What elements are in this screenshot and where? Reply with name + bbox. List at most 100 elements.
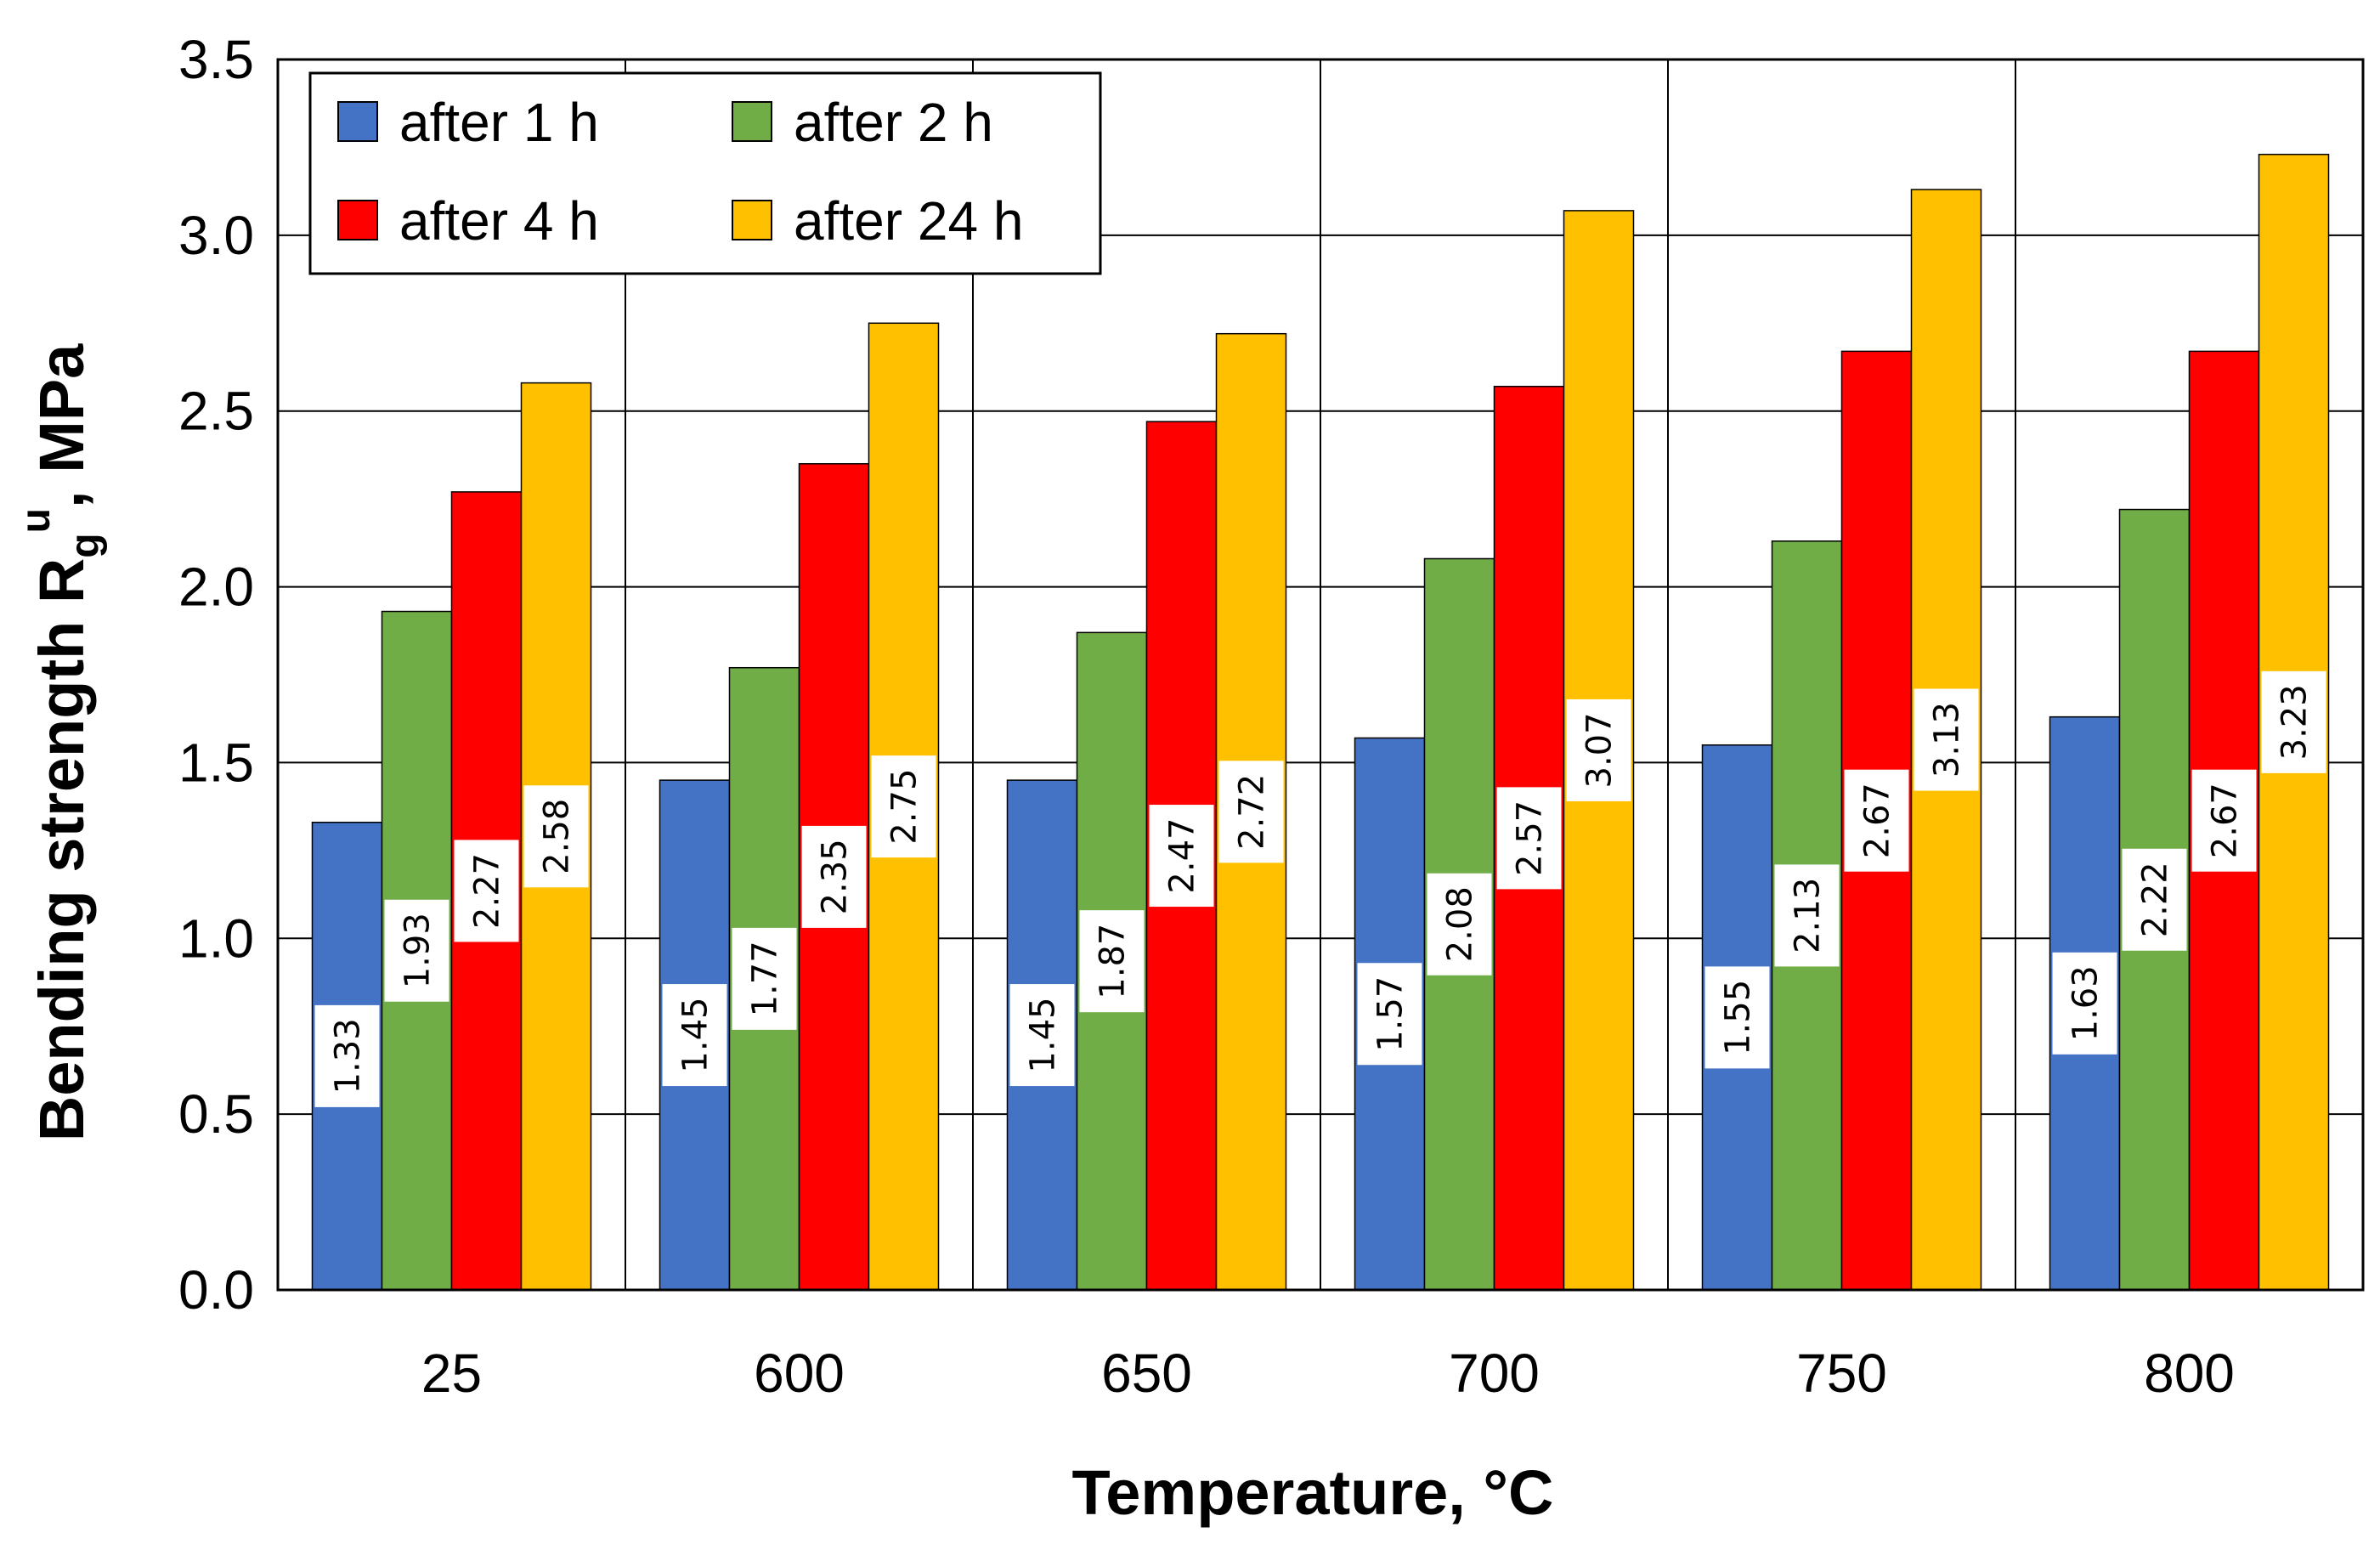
data-label-after-2-h-650: 1.87 (1079, 910, 1145, 1013)
y-axis-title: Bending strength Rgu, MPa (14, 343, 108, 1141)
data-label-after-24-h-800: 3.23 (2261, 670, 2326, 773)
legend-item-after-24h: after 24 h (732, 190, 1023, 252)
legend-item-after-4h: after 4 h (337, 190, 599, 252)
data-label-after-1-h-650: 1.45 (1009, 984, 1075, 1087)
data-label-text: 2.58 (538, 799, 577, 874)
y-tick-label: 1.0 (178, 908, 254, 969)
legend-item-after-2h: after 2 h (732, 92, 993, 153)
data-label-box (1149, 805, 1214, 908)
data-label-after-4-h-25: 2.27 (454, 840, 519, 942)
data-label-after-1-h-700: 1.57 (1357, 963, 1422, 1066)
legend-swatch-after-1h (337, 101, 378, 142)
data-label-after-2-h-750: 2.13 (1774, 864, 1840, 967)
data-label-box (1357, 963, 1422, 1066)
data-label-box (1704, 966, 1770, 1069)
data-label-text: 1.55 (1719, 980, 1758, 1055)
y-tick-label: 0.5 (178, 1083, 254, 1145)
data-label-text: 3.13 (1928, 702, 1967, 778)
data-label-after-4-h-750: 2.67 (1844, 769, 1909, 872)
data-label-text: 2.72 (1233, 774, 1272, 850)
data-label-after-4-h-650: 2.47 (1149, 805, 1214, 908)
y-tick-label: 2.0 (178, 557, 254, 618)
data-label-text: 2.47 (1163, 818, 1202, 894)
x-tick-label-650: 650 (1101, 1343, 1192, 1404)
data-label-box (314, 1004, 380, 1107)
data-label-box (2122, 848, 2187, 951)
data-label-after-2-h-600: 1.77 (732, 927, 797, 1030)
x-tick-label-800: 800 (2144, 1343, 2235, 1404)
y-axis-title-suffix: , MPa (26, 343, 97, 508)
data-label-text: 2.35 (816, 839, 855, 914)
data-label-box (384, 899, 449, 1002)
data-label-after-24-h-25: 2.58 (523, 785, 589, 888)
data-label-after-24-h-700: 3.07 (1566, 698, 1631, 801)
data-label-after-4-h-600: 2.35 (801, 825, 867, 928)
data-labels-layer: 1.33 1.93 2.27 2.58 1.45 1.77 2.35 2.75 1.45 1.87… (314, 670, 2326, 1107)
data-label-box (871, 755, 936, 858)
x-tick-label-600: 600 (754, 1343, 845, 1404)
data-label-text: 1.63 (2066, 965, 2106, 1041)
legend-swatch-after-24h (732, 200, 772, 240)
data-label-box (1914, 688, 1979, 791)
y-tick-label: 2.5 (178, 381, 254, 442)
data-label-box (2191, 769, 2257, 872)
data-label-text: 1.33 (329, 1018, 368, 1094)
data-label-text: 2.13 (1789, 878, 1828, 953)
data-label-after-4-h-800: 2.67 (2191, 769, 2257, 872)
data-label-text: 1.45 (676, 998, 715, 1073)
data-label-box (2261, 670, 2326, 773)
data-label-box (732, 927, 797, 1030)
legend-box (308, 71, 1102, 275)
legend-swatch-after-2h (732, 101, 772, 142)
legend-label-after-24h: after 24 h (794, 190, 1023, 252)
data-label-text: 1.87 (1094, 924, 1133, 999)
data-label-text: 2.67 (1858, 783, 1897, 858)
data-label-box (1079, 910, 1145, 1013)
x-tick-label-750: 750 (1796, 1343, 1887, 1404)
y-tick-label: 3.5 (178, 29, 254, 90)
y-tick-label: 0.0 (178, 1259, 254, 1321)
data-label-text: 1.45 (1024, 998, 1063, 1073)
data-label-box (454, 840, 519, 942)
data-label-after-1-h-600: 1.45 (662, 984, 727, 1087)
x-tick-label-700: 700 (1449, 1343, 1540, 1404)
data-label-box (1496, 787, 1562, 890)
data-label-box (523, 785, 589, 888)
data-label-box (1774, 864, 1840, 967)
data-label-text: 3.23 (2275, 684, 2315, 760)
y-tick-label: 1.5 (178, 732, 254, 793)
data-label-box (2052, 952, 2117, 1055)
data-label-after-24-h-650: 2.72 (1218, 761, 1284, 863)
data-label-after-24-h-750: 3.13 (1914, 688, 1979, 791)
legend-label-after-4h: after 4 h (399, 190, 599, 252)
plot-area-frame (276, 58, 2365, 1292)
data-label-text: 2.67 (2206, 783, 2245, 858)
x-axis-title: Temperature, °C (1072, 1457, 1554, 1528)
legend: after 1 h after 2 h after 4 h after 24 h (308, 71, 1102, 275)
data-label-text: 1.77 (746, 941, 785, 1016)
data-label-text: 1.93 (399, 913, 438, 988)
data-label-after-2-h-800: 2.22 (2122, 848, 2187, 951)
legend-item-after-1h: after 1 h (337, 92, 599, 153)
data-label-after-4-h-700: 2.57 (1496, 787, 1562, 890)
data-label-after-1-h-800: 1.63 (2052, 952, 2117, 1055)
x-tick-label-25: 25 (421, 1343, 482, 1404)
legend-swatch-after-4h (337, 200, 378, 240)
data-label-box (1566, 698, 1631, 801)
data-label-text: 2.08 (1441, 886, 1480, 962)
data-label-text: 1.57 (1371, 976, 1410, 1052)
axis-layer: 0.0 0.5 1.0 1.5 2.0 2.5 3.0 3.5 25 600 650 700 750 80… (178, 29, 2365, 1404)
data-label-box (1009, 984, 1075, 1087)
data-label-box (1218, 761, 1284, 863)
y-tick-label: 3.0 (178, 205, 254, 266)
data-label-after-1-h-25: 1.33 (314, 1004, 380, 1107)
y-axis-title-subscript: g (63, 533, 108, 557)
data-label-text: 2.75 (885, 769, 924, 845)
data-label-text: 2.57 (1511, 800, 1550, 876)
data-label-after-2-h-700: 2.08 (1427, 873, 1492, 976)
data-label-after-24-h-600: 2.75 (871, 755, 936, 858)
data-label-after-1-h-750: 1.55 (1704, 966, 1770, 1069)
data-label-box (1844, 769, 1909, 872)
data-label-text: 3.07 (1580, 712, 1620, 788)
